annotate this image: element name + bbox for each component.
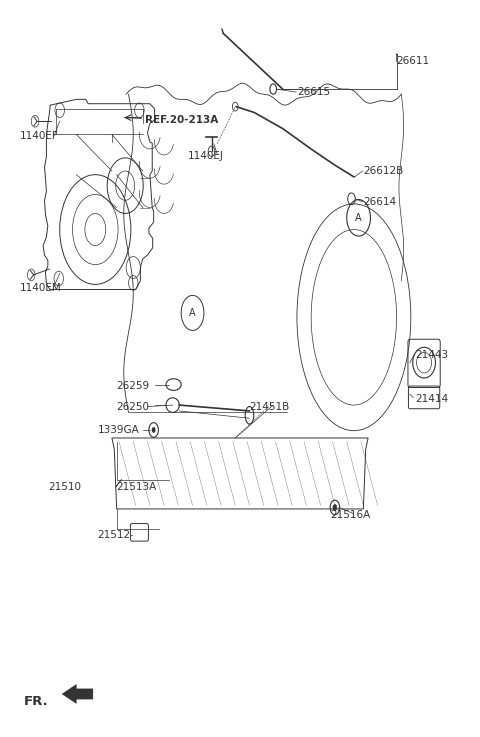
Text: 1339GA: 1339GA xyxy=(97,425,139,435)
Text: 26250: 26250 xyxy=(117,402,150,411)
Text: 26614: 26614 xyxy=(363,197,396,207)
Text: 1140EM: 1140EM xyxy=(19,283,61,293)
Text: 1140EF: 1140EF xyxy=(19,131,58,141)
Text: REF.20-213A: REF.20-213A xyxy=(145,115,218,125)
Text: 26259: 26259 xyxy=(117,381,150,391)
Text: 26612B: 26612B xyxy=(363,166,404,176)
Circle shape xyxy=(333,505,337,511)
Text: 1140EJ: 1140EJ xyxy=(188,151,224,161)
Polygon shape xyxy=(62,685,93,704)
Text: 26615: 26615 xyxy=(297,87,330,97)
Text: 21512: 21512 xyxy=(97,530,131,540)
Text: 21414: 21414 xyxy=(416,394,449,404)
Circle shape xyxy=(152,427,156,433)
Text: 21443: 21443 xyxy=(416,350,449,360)
Text: A: A xyxy=(355,213,362,223)
Text: FR.: FR. xyxy=(24,695,49,708)
Text: 21451B: 21451B xyxy=(250,402,290,411)
Text: 21510: 21510 xyxy=(48,482,81,492)
Text: 21516A: 21516A xyxy=(330,510,371,520)
Text: 26611: 26611 xyxy=(396,56,430,66)
Text: A: A xyxy=(189,308,196,318)
Text: 21513A: 21513A xyxy=(117,482,157,492)
